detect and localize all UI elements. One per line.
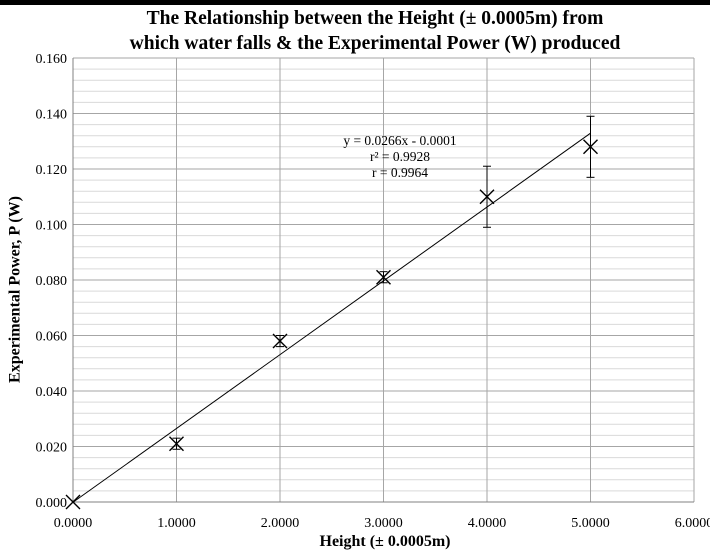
data-point-marker bbox=[272, 333, 288, 349]
chart-title-line-2: which water falls & the Experimental Pow… bbox=[129, 33, 621, 54]
y-tick-label: 0.100 bbox=[36, 219, 68, 234]
y-tick-label: 0.140 bbox=[36, 108, 68, 123]
data-point-marker bbox=[583, 139, 598, 155]
y-tick-label: 0.040 bbox=[36, 385, 68, 400]
y-tick-label: 0.120 bbox=[36, 163, 68, 178]
x-tick-label: 4.0000 bbox=[468, 516, 507, 531]
top-border bbox=[0, 0, 710, 5]
x-tick-label: 6.0000 bbox=[675, 516, 710, 531]
trendline-equation-text: r² = 0.9928 bbox=[370, 149, 430, 164]
y-tick-label: 0.060 bbox=[36, 330, 68, 345]
x-axis-label: Height (± 0.0005m) bbox=[319, 533, 451, 550]
data-point-marker bbox=[376, 269, 391, 285]
y-tick-label: 0.020 bbox=[36, 441, 68, 456]
y-tick-label: 0.160 bbox=[36, 52, 68, 67]
trendline-equation-text: y = 0.0266x - 0.0001 bbox=[343, 133, 456, 148]
chart-title-line-1: The Relationship between the Height (± 0… bbox=[146, 8, 604, 29]
x-tick-label: 3.0000 bbox=[364, 516, 403, 531]
x-tick-label: 2.0000 bbox=[261, 516, 300, 531]
chart-title: The Relationship between the Height (± 0… bbox=[0, 6, 710, 56]
x-tick-label: 0.0000 bbox=[54, 516, 93, 531]
data-point-marker bbox=[479, 189, 495, 205]
trendline-equation-text: r = 0.9964 bbox=[372, 165, 428, 180]
y-axis-label: Experimental Power, P (W) bbox=[6, 196, 24, 383]
y-tick-label: 0.000 bbox=[36, 496, 68, 511]
x-tick-label: 5.0000 bbox=[571, 516, 610, 531]
trendline bbox=[72, 132, 591, 503]
data-point-marker bbox=[65, 494, 81, 510]
x-tick-label: 1.0000 bbox=[157, 516, 196, 531]
y-tick-label: 0.080 bbox=[36, 274, 68, 289]
data-point-marker bbox=[169, 436, 184, 452]
